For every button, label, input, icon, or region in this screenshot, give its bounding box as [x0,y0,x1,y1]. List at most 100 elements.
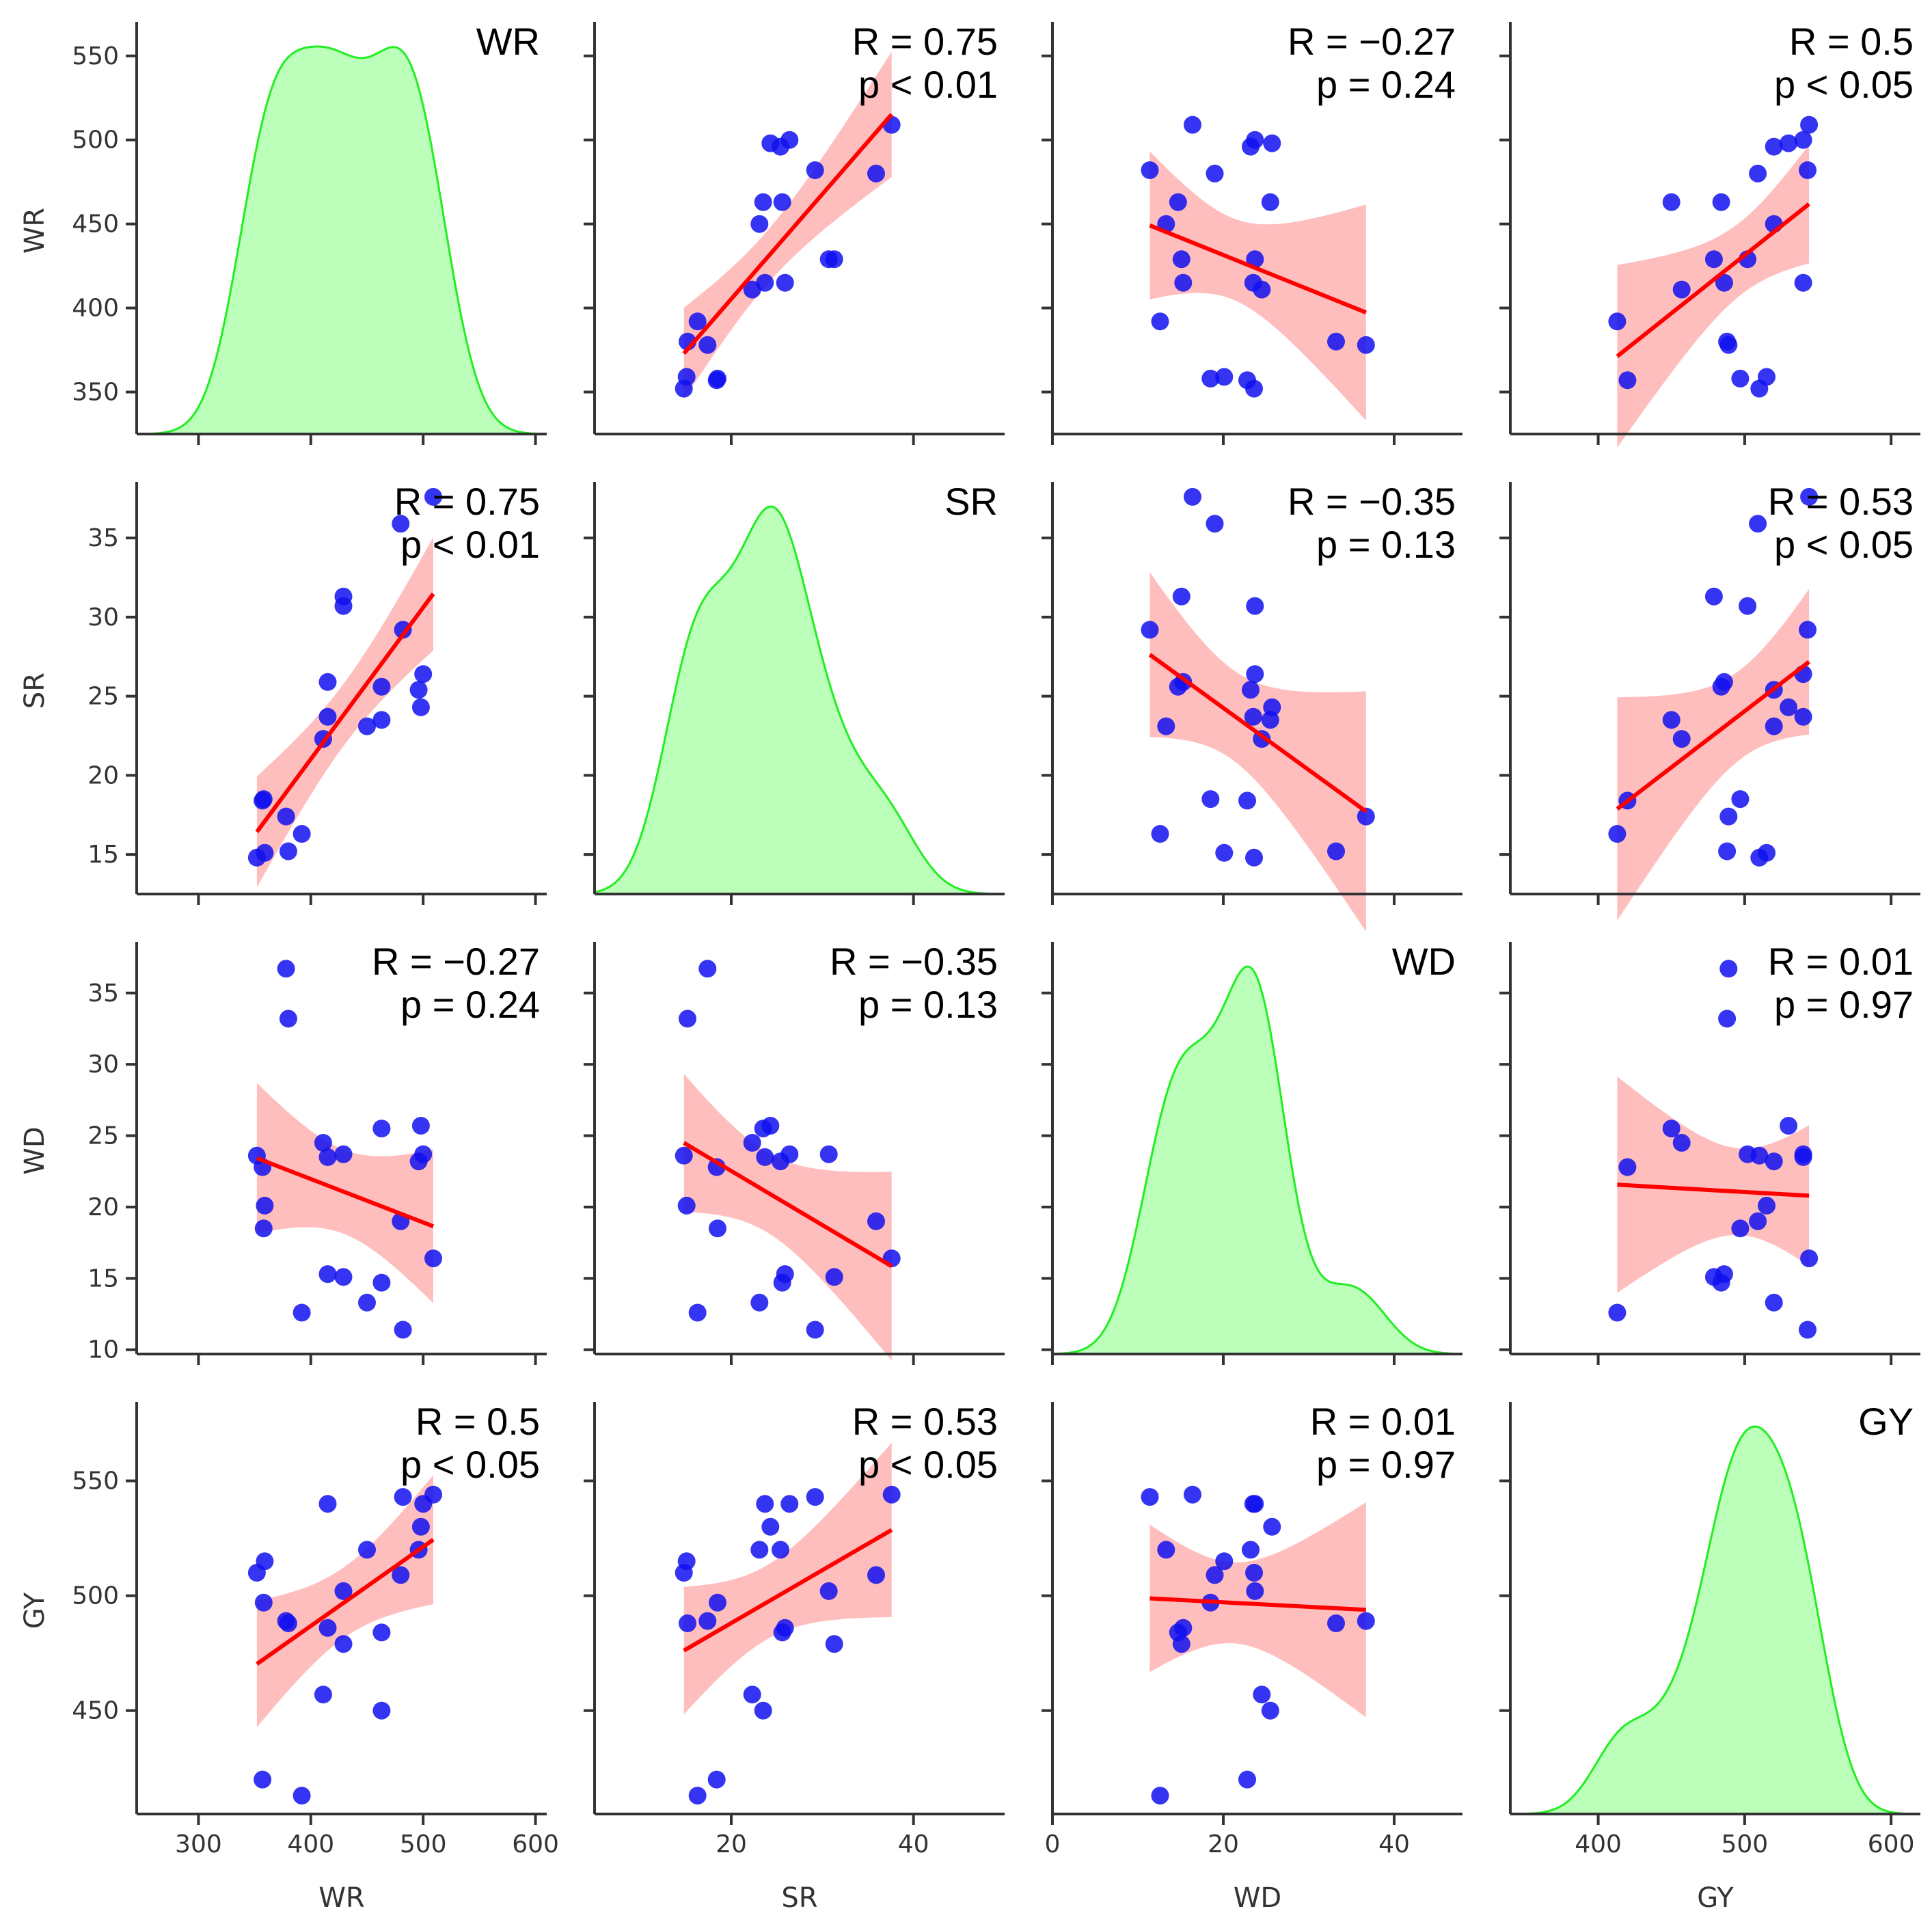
data-point [1184,487,1201,506]
data-point [1800,487,1819,506]
data-point [1169,193,1187,211]
data-point [1704,587,1723,606]
data-point [780,1495,799,1513]
data-point [1141,621,1159,639]
data-point [1246,1582,1264,1600]
correlation-p: p = 0.24 [400,983,540,1026]
correlation-p: p = 0.13 [858,983,998,1026]
panel-sr-vs-sr: SR [584,480,1005,905]
data-point [780,1145,799,1163]
data-point [743,1686,761,1704]
data-point [372,1120,391,1138]
data-point [1245,1564,1263,1582]
data-point [372,677,391,696]
data-point [1201,369,1220,388]
data-point [424,1485,442,1504]
data-point [256,1552,274,1571]
data-point [1151,1787,1169,1805]
regression-line [256,1156,435,1228]
panel-wr-vs-gy: R = 0.5p < 0.05 [1499,20,1920,448]
data-point [867,1212,885,1230]
panel-wr-vs-wr: WR 350 400 450 500 550 WR [19,20,547,445]
data-point [277,960,295,978]
x-tick-label: 300 [175,1830,222,1858]
kde-fill [137,46,547,434]
data-point [1263,1517,1281,1536]
data-point [677,368,696,386]
regression-line [683,1141,893,1269]
x-axis-title: SR [781,1882,817,1914]
data-point [1749,164,1767,182]
data-point [1246,250,1264,269]
data-point [358,1293,376,1312]
y-tick-label: 25 [87,1122,119,1150]
data-point [1215,1552,1234,1571]
panel-sr-vs-wd: R = −0.35p = 0.13 [1042,480,1462,932]
y-tick-label: 35 [87,524,119,552]
correlation-r: R = 0.53 [852,1400,998,1443]
data-point [698,1612,717,1630]
data-point [414,1145,433,1163]
data-point [819,250,838,269]
data-point [688,312,707,331]
data-point [1206,164,1224,182]
data-point [372,1273,391,1292]
data-point [1244,707,1262,726]
regression-line [682,113,893,355]
data-point [773,1273,791,1292]
data-point [825,1268,843,1286]
data-point [1618,1158,1637,1176]
data-point [334,1582,353,1600]
confidence-band [1617,144,1810,448]
data-point [1719,960,1738,978]
correlation-p: p < 0.05 [1774,523,1914,566]
correlation-p: p < 0.01 [400,523,540,566]
data-point [334,597,353,615]
data-point [1715,273,1733,292]
data-point [1244,273,1262,292]
data-point [1169,677,1187,696]
y-axis-title: WR [19,208,51,254]
data-point [1174,273,1193,292]
correlation-r: R = −0.27 [372,940,540,983]
data-point [372,1701,391,1720]
data-point [1719,807,1738,826]
regression-line [1148,653,1368,813]
y-tick-label: 550 [72,1467,119,1495]
data-point [761,1117,780,1135]
data-point [707,1770,726,1789]
data-point [756,1495,774,1513]
data-point [1672,1134,1691,1152]
data-point [1618,371,1637,390]
correlation-r: R = 0.01 [1310,1400,1456,1443]
data-point [1765,717,1783,735]
data-point [1662,193,1681,211]
data-point [773,193,791,211]
panel-gy-vs-wr: R = 0.5p < 0.05 450 500 550 300 400 500 600 GY WR [19,1400,559,1914]
data-point [1151,312,1169,331]
data-point [1799,161,1817,179]
y-axis-title: GY [19,1592,51,1629]
data-point [318,1495,337,1513]
data-point [318,1148,337,1166]
data-point [1731,369,1750,388]
data-point [1246,131,1264,149]
data-point [743,1134,761,1152]
y-tick-label: 20 [87,761,119,789]
data-point [394,1321,412,1339]
data-point [1712,677,1730,696]
data-point [1749,515,1767,533]
data-point [411,1117,430,1135]
data-point [394,1488,412,1506]
data-point [1157,717,1175,735]
data-point [1672,280,1691,299]
data-point [707,371,726,390]
data-point [1238,371,1256,390]
correlation-r: R = 0.53 [1768,480,1914,523]
data-point [292,825,311,843]
regression-line [1616,202,1810,358]
correlation-p: p < 0.05 [858,1443,998,1486]
data-point [1201,790,1220,809]
correlation-p: p < 0.05 [1774,63,1914,106]
data-point [277,807,295,826]
